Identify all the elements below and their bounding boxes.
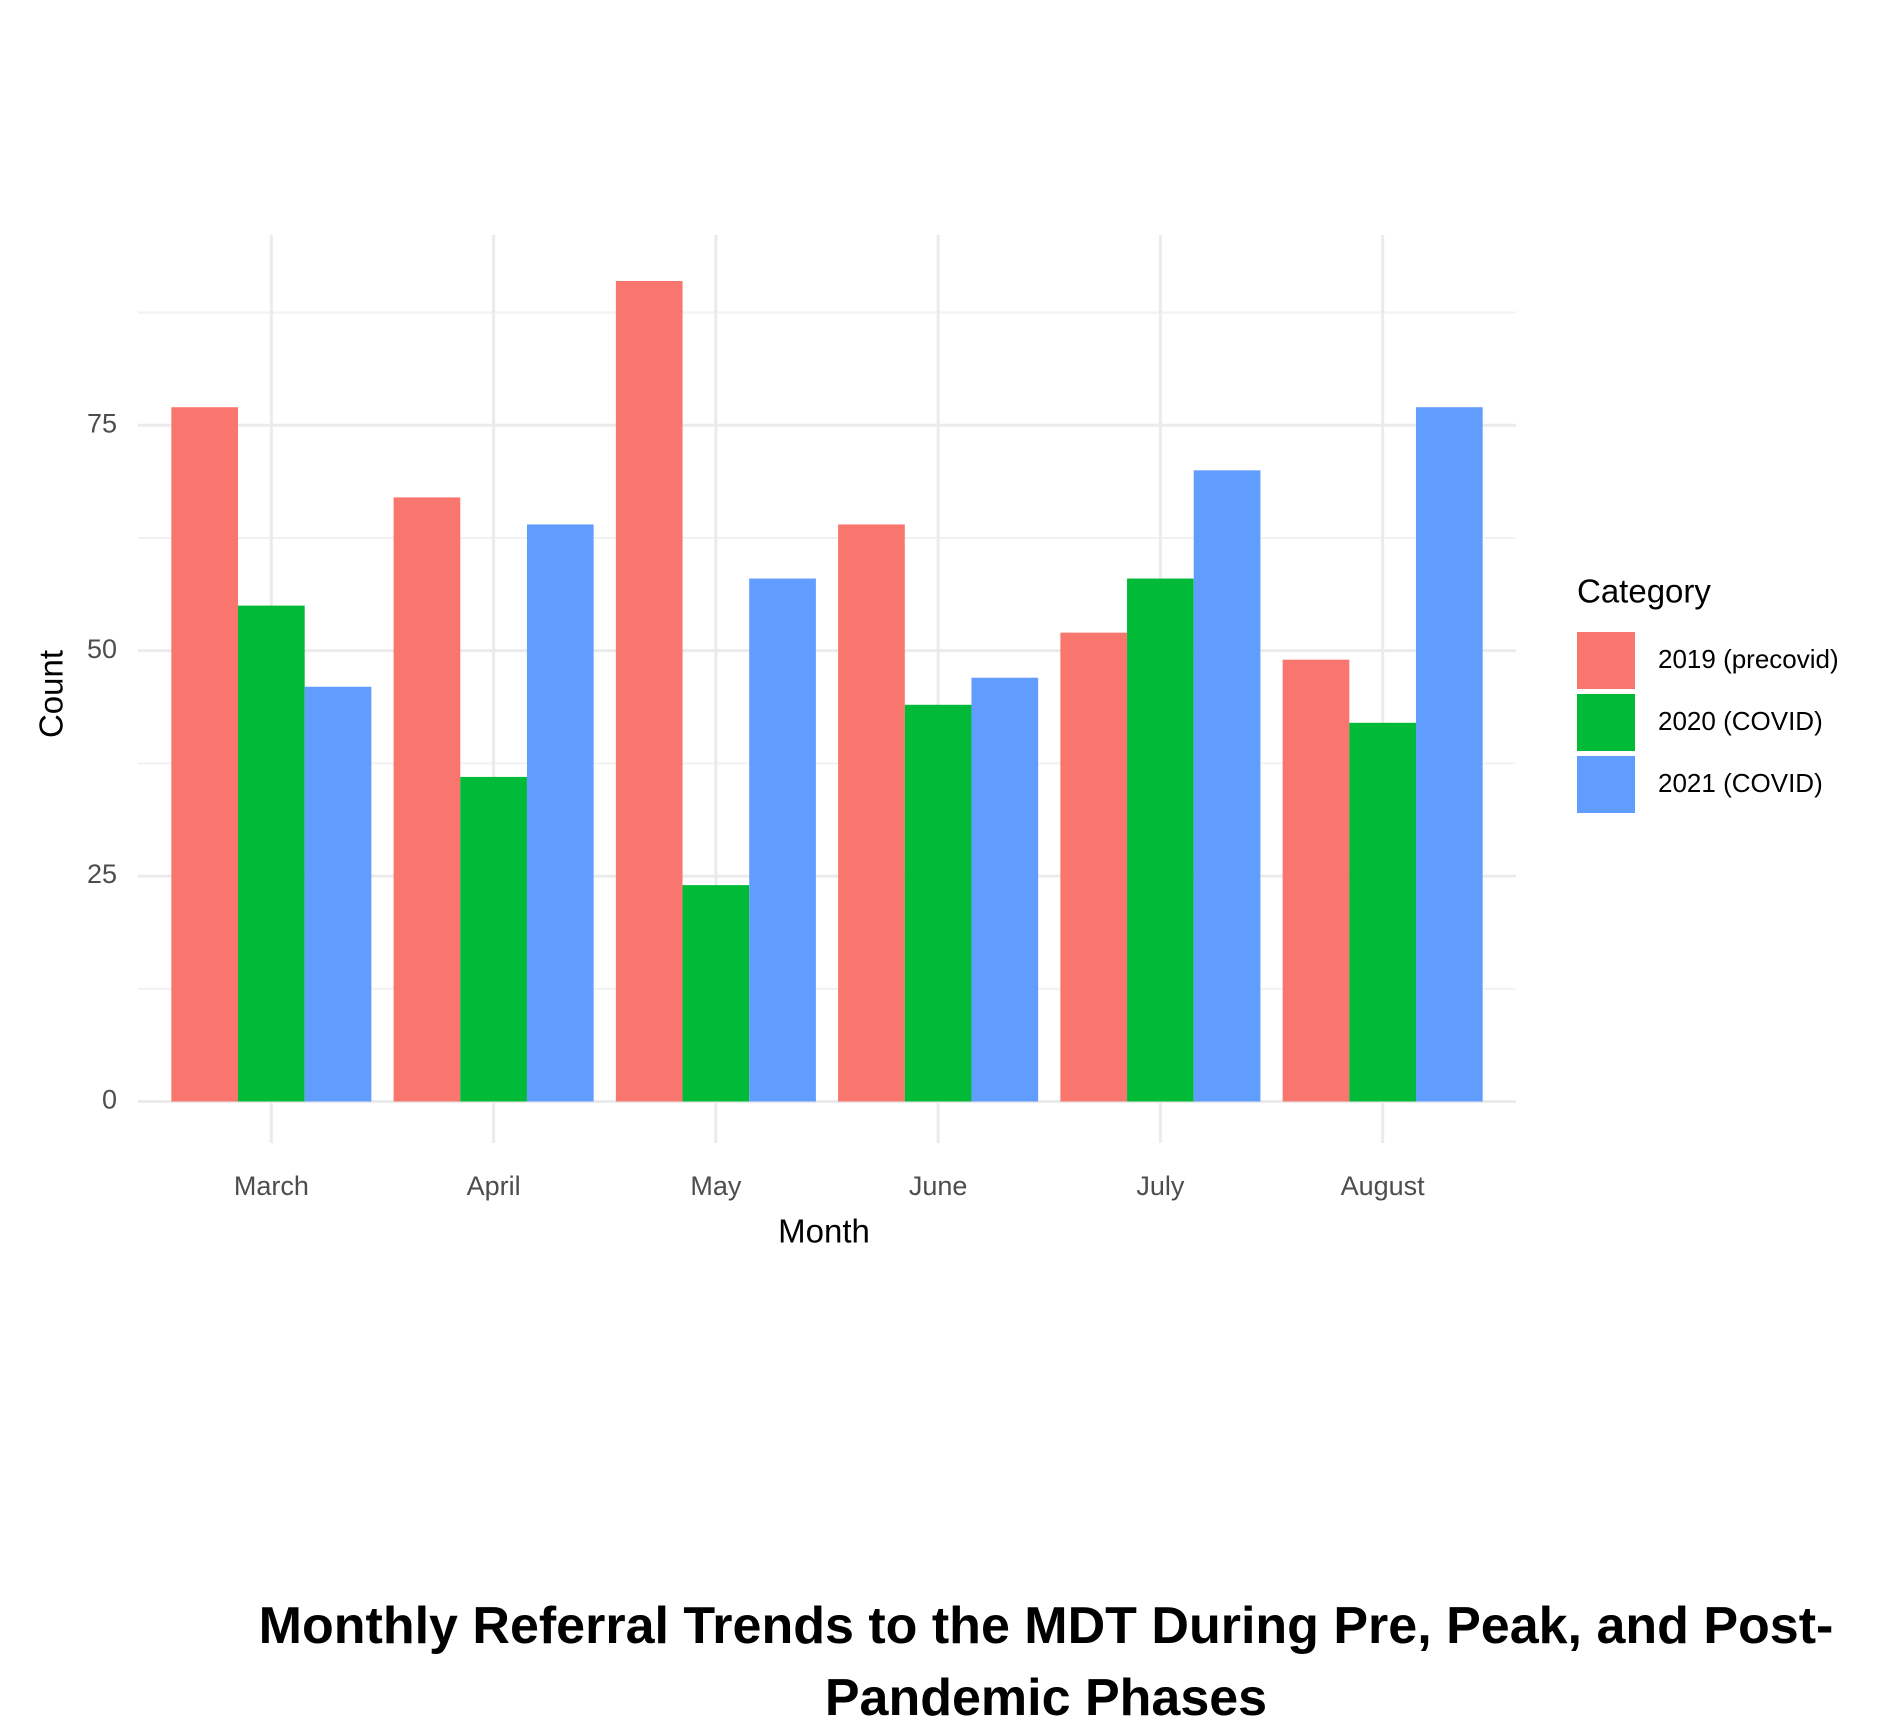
x-tick-label: July: [1136, 1171, 1185, 1201]
bar: [682, 885, 750, 1102]
bar: [971, 677, 1039, 1102]
y-tick-label: 0: [102, 1085, 117, 1115]
bar: [1349, 722, 1416, 1102]
bar: [615, 280, 683, 1102]
bar: [1193, 470, 1261, 1102]
bar: [749, 578, 816, 1102]
legend-title: Category: [1577, 573, 1711, 610]
bar: [1127, 578, 1194, 1102]
bar: [1060, 632, 1128, 1102]
y-tick-label: 75: [87, 408, 117, 438]
legend-key: [1577, 694, 1635, 751]
chart-title: Monthly Referral Trends to the MDT Durin…: [258, 1597, 1834, 1727]
y-axis-label: Count: [33, 650, 70, 738]
bar: [393, 497, 461, 1102]
legend-label: 2019 (precovid): [1658, 644, 1839, 674]
bar: [171, 407, 239, 1102]
x-axis-label: Month: [778, 1213, 870, 1250]
legend-label: 2021 (COVID): [1658, 768, 1823, 798]
x-tick-label: May: [690, 1171, 742, 1201]
legend-key: [1577, 632, 1635, 689]
bar: [526, 524, 594, 1102]
x-tick-label: June: [909, 1171, 968, 1201]
x-tick-label: August: [1341, 1171, 1426, 1201]
y-tick-label: 25: [87, 859, 117, 889]
x-tick-label: March: [234, 1171, 309, 1201]
bar: [304, 686, 372, 1102]
bar: [904, 704, 972, 1102]
legend-key: [1577, 756, 1635, 813]
bar: [1282, 659, 1350, 1102]
legend-label: 2020 (COVID): [1658, 706, 1823, 736]
bar: [838, 524, 905, 1102]
bar: [1415, 407, 1483, 1102]
bar: [460, 776, 527, 1102]
bar: [238, 605, 305, 1102]
x-tick-label: April: [467, 1171, 521, 1201]
y-tick-label: 50: [87, 634, 117, 664]
